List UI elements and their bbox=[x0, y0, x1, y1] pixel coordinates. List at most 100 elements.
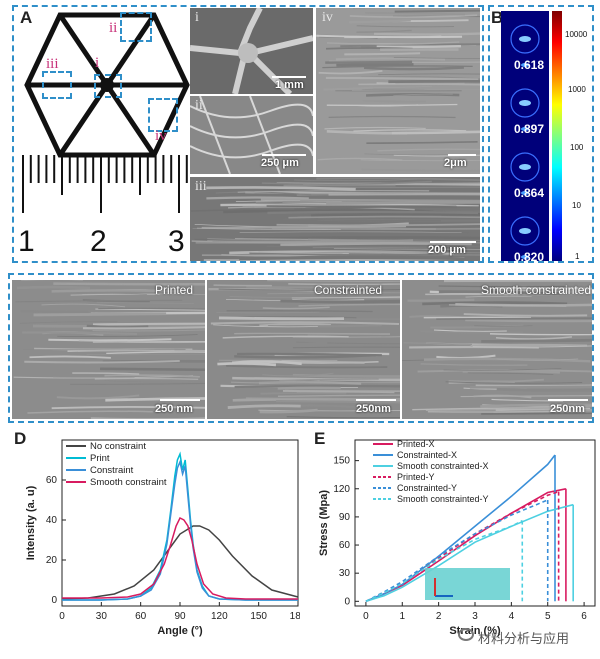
intensity-angle-chart: 0 30 60 90 120 150 180 0 20 40 60 Angle (°) Intensit… bbox=[25, 439, 300, 637]
orientation-ratio-3: 0.864 bbox=[514, 186, 545, 200]
x-tick-label: 120 bbox=[211, 611, 228, 622]
colorbar-tick-10000: 10000 bbox=[565, 30, 588, 39]
x-tick-label: 5 bbox=[545, 611, 551, 622]
sem-image-iii bbox=[190, 177, 480, 261]
panel-d-label: D bbox=[14, 429, 27, 448]
ruler-number-3: 3 bbox=[168, 225, 185, 258]
series-line-2 bbox=[365, 503, 574, 603]
hexagon-lattice-drawing bbox=[24, 12, 190, 158]
scalebar-line-iv bbox=[448, 154, 476, 156]
legend-entry: Smooth constrainted-Y bbox=[397, 494, 489, 504]
x-tick-label: 0 bbox=[59, 611, 65, 622]
inset-lattice-diagram bbox=[425, 568, 510, 600]
scalebar-line-i bbox=[272, 76, 306, 78]
series-line-5 bbox=[365, 519, 523, 603]
panel-e-label: E bbox=[314, 429, 326, 448]
sem-image-smooth-constrainted bbox=[402, 280, 592, 419]
x-tick-label: 60 bbox=[135, 611, 147, 622]
orientation-ratio-4: 0.820 bbox=[514, 250, 545, 264]
region-box-ii bbox=[120, 12, 152, 42]
scalebar-iv: 2μm bbox=[444, 157, 467, 169]
scalebar-printed: 250 nm bbox=[155, 403, 193, 415]
sem-title-printed: Printed bbox=[155, 283, 194, 297]
colorbar-tick-1000: 1000 bbox=[568, 85, 586, 94]
series-line-0 bbox=[61, 525, 299, 600]
y-axis-label: Stress (Mpa) bbox=[318, 490, 330, 556]
ruler-number-2: 2 bbox=[90, 225, 107, 258]
region-label-ii: ii bbox=[109, 20, 118, 36]
ruler-number-1: 1 bbox=[18, 225, 35, 258]
orientation-ratio-2: 0.897 bbox=[514, 122, 545, 136]
panel-a-frame bbox=[12, 5, 484, 263]
watermark-text: 材料分析与应用 bbox=[478, 632, 570, 647]
x-tick-label: 2 bbox=[436, 611, 442, 622]
sem-image-i bbox=[190, 8, 313, 94]
legend-entry: Print bbox=[90, 453, 110, 464]
sem-label-iii: iii bbox=[195, 179, 207, 194]
panel-b-frame bbox=[488, 5, 594, 263]
y-tick-label: 60 bbox=[46, 475, 58, 486]
series-line-4 bbox=[365, 499, 549, 603]
legend-entry: Constraint bbox=[90, 465, 134, 476]
x-tick-label: 150 bbox=[250, 611, 267, 622]
legend-entry: No constraint bbox=[90, 441, 146, 452]
x-tick-label: 6 bbox=[581, 611, 587, 622]
y-tick-label: 150 bbox=[333, 456, 350, 467]
y-tick-label: 0 bbox=[344, 596, 350, 607]
legend-entry: Constrainted-X bbox=[397, 450, 457, 460]
y-tick-label: 30 bbox=[339, 568, 351, 579]
y-tick-label: 40 bbox=[46, 515, 58, 526]
sem-image-printed bbox=[12, 280, 205, 419]
scalebar-smooth-constrainted: 250nm bbox=[550, 403, 585, 415]
legend-entry: Printed-X bbox=[397, 439, 435, 449]
legend-entry: Printed-Y bbox=[397, 472, 435, 482]
sem-image-ii bbox=[190, 96, 313, 174]
scalebar-line-ii bbox=[262, 154, 306, 156]
x-tick-label: 180 bbox=[290, 611, 300, 622]
colorbar-tick-100: 100 bbox=[570, 143, 584, 152]
sem-label-iv: iv bbox=[322, 10, 333, 25]
x-tick-label: 30 bbox=[96, 611, 108, 622]
sem-label-i: i bbox=[195, 10, 199, 25]
sem-image-constrainted bbox=[207, 280, 400, 419]
scalebar-line-iii bbox=[430, 241, 476, 243]
y-tick-label: 60 bbox=[339, 540, 351, 551]
scalebar-line-smooth bbox=[548, 399, 588, 401]
x-tick-label: 0 bbox=[363, 611, 369, 622]
sem-title-constrainted: Constrainted bbox=[314, 283, 383, 297]
legend-entry: Constrainted-Y bbox=[397, 483, 457, 493]
panel-b-label: B bbox=[491, 8, 504, 27]
scalebar-constrainted: 250nm bbox=[356, 403, 391, 415]
y-tick-label: 120 bbox=[333, 484, 350, 495]
colorbar bbox=[552, 11, 562, 261]
x-tick-label: 4 bbox=[509, 611, 515, 622]
panel-a-label: A bbox=[20, 8, 33, 27]
region-box-iii bbox=[42, 71, 72, 99]
y-axis-label: Intensity (a. u) bbox=[25, 485, 37, 560]
sem-image-iv bbox=[316, 8, 480, 174]
sem-title-smooth-constrainted: Smooth constrainted bbox=[481, 283, 592, 297]
scalebar-i: 1 mm bbox=[275, 79, 304, 91]
y-tick-label: 20 bbox=[46, 555, 58, 566]
y-tick-label: 90 bbox=[339, 512, 351, 523]
orientation-ratio-1: 0.618 bbox=[514, 58, 545, 72]
colorbar-tick-10: 10 bbox=[572, 201, 581, 210]
sem-label-ii: ii bbox=[195, 98, 203, 113]
x-tick-label: 3 bbox=[472, 611, 478, 622]
region-box-i bbox=[94, 74, 122, 98]
ruler-ticks bbox=[22, 155, 188, 213]
x-axis-label: Angle (°) bbox=[157, 625, 203, 637]
region-label-iii: iii bbox=[46, 56, 59, 72]
wechat-icon bbox=[458, 628, 474, 641]
panel-c-frame bbox=[8, 273, 594, 423]
colorbar-tick-1: 1 bbox=[575, 252, 580, 261]
legend-entry: Smooth constraint bbox=[90, 477, 167, 488]
y-tick-label: 0 bbox=[51, 595, 57, 606]
series-line-2 bbox=[62, 459, 298, 601]
scalebar-iii: 200 μm bbox=[428, 244, 466, 256]
x-tick-label: 1 bbox=[399, 611, 405, 622]
legend-entry: Smooth constrainted-X bbox=[397, 461, 489, 471]
region-label-i: i bbox=[95, 55, 100, 71]
region-label-iv: iv bbox=[155, 128, 167, 144]
